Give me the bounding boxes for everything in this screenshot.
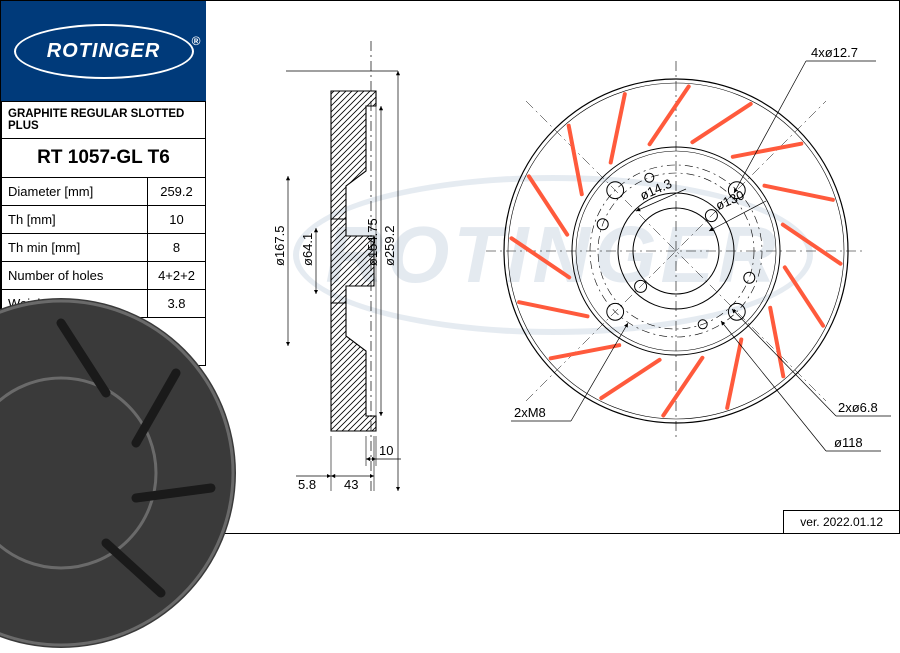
side-section-view: ø259.2 ø154.75 ø167.5 ø64.1 10 43: [226, 31, 466, 511]
spec-row: Diameter [mm] 259.2: [2, 178, 206, 206]
page-frame: ROTINGER ® GRAPHITE REGULAR SLOTTED PLUS…: [0, 0, 900, 534]
brand-logo-panel: ROTINGER ®: [1, 1, 206, 101]
spec-label: Th [mm]: [2, 206, 148, 234]
spec-label: Diameter [mm]: [2, 178, 148, 206]
dim-w5-8: 5.8: [298, 477, 316, 492]
callout-d130: ø130: [713, 187, 746, 213]
dim-d64: ø64.1: [300, 233, 315, 266]
spec-value: 8: [148, 234, 206, 262]
callout-2x6-8: 2xø6.8: [838, 400, 878, 415]
face-view: 4xø12.7 ø14.3 ø130 2xM8 2xø6.8 ø118: [476, 21, 896, 511]
spec-label: Th min [mm]: [2, 234, 148, 262]
spec-label: Number of holes: [2, 262, 148, 290]
product-title: GRAPHITE REGULAR SLOTTED PLUS: [2, 102, 206, 139]
decorative-disc-icon: [0, 293, 241, 653]
part-number-row: RT 1057-GL T6: [2, 139, 206, 178]
product-title-row: GRAPHITE REGULAR SLOTTED PLUS: [2, 102, 206, 139]
dim-d259: ø259.2: [382, 226, 397, 266]
spec-row: Th [mm] 10: [2, 206, 206, 234]
spec-value: 4+2+2: [148, 262, 206, 290]
callout-d14-3: ø14.3: [638, 176, 674, 203]
part-number: RT 1057-GL T6: [2, 139, 206, 178]
dim-d154: ø154.75: [365, 218, 380, 266]
registered-mark: ®: [192, 34, 202, 48]
spec-value: 10: [148, 206, 206, 234]
callout-4holes: 4xø12.7: [811, 45, 858, 60]
dim-w10: 10: [379, 443, 393, 458]
technical-drawing: ROTINGER: [206, 1, 899, 509]
dim-w43: 43: [344, 477, 358, 492]
callout-2xm8: 2xM8: [514, 405, 546, 420]
dim-d167: ø167.5: [272, 226, 287, 266]
version-label: ver. 2022.01.12: [783, 510, 899, 533]
brand-logo: ROTINGER ®: [14, 24, 194, 79]
spec-value: 259.2: [148, 178, 206, 206]
callout-d118: ø118: [834, 435, 863, 450]
spec-row: Th min [mm] 8: [2, 234, 206, 262]
spec-row: Number of holes 4+2+2: [2, 262, 206, 290]
brand-name: ROTINGER: [47, 40, 161, 63]
